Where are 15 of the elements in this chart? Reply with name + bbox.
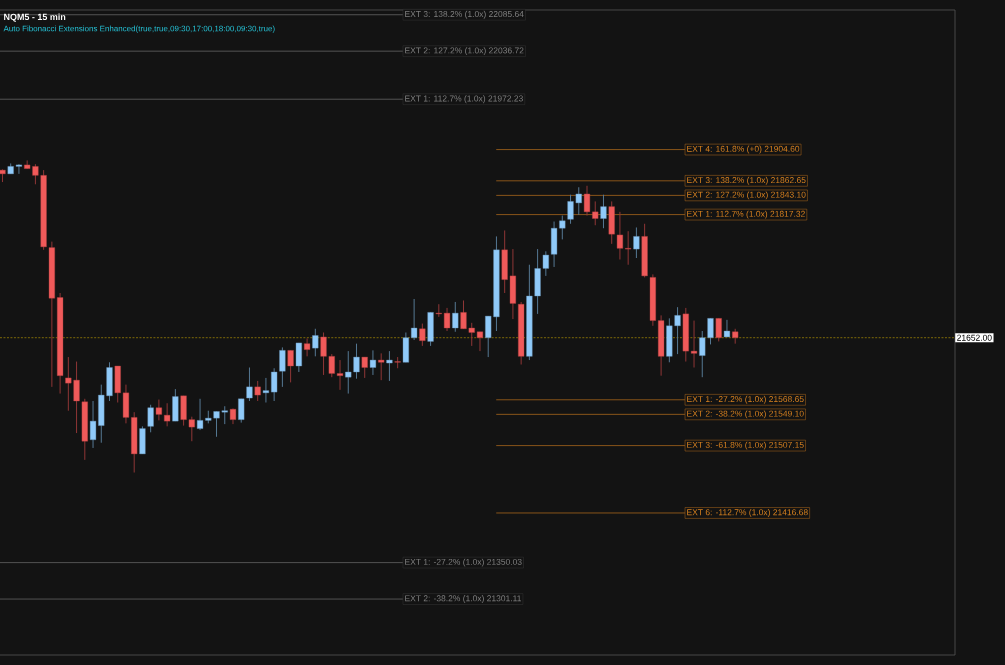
ref-line-label: EXT 6: -112.7% (1.0x) 21416.68	[687, 509, 808, 517]
ref-line-label: 21652.00	[957, 334, 992, 341]
ref-line-label: EXT 2: -38.2% (1.0x) 21301.11	[405, 595, 521, 603]
ref-line-label: EXT 1: -27.2% (1.0x) 21568.65	[687, 395, 804, 404]
ref-line-label: EXT 1: -27.2% (1.0x) 21350.03	[405, 558, 522, 567]
ref-line-label: EXT 3: -61.8% (1.0x) 21507.15	[687, 441, 804, 450]
ref-line-label: EXT 1: 112.7% (1.0x) 21972.23	[405, 95, 523, 104]
ref-line-label: EXT 3: 138.2% (1.0x) 21862.65	[687, 176, 806, 185]
ref-line-label: EXT 2: 127.2% (1.0x) 22036.72	[405, 47, 524, 56]
chart-title: NQM5 - 15 min	[4, 13, 66, 22]
ref-line-label: EXT 2: -38.2% (1.0x) 21549.10	[687, 410, 804, 419]
ref-line-label: EXT 3: 138.2% (1.0x) 22085.64	[405, 10, 524, 19]
ref-line-label: EXT 2: 127.2% (1.0x) 21843.10	[687, 191, 806, 200]
ref-line-label: EXT 4: 161.8% (+0) 21904.60	[687, 145, 800, 154]
ref-line-label: EXT 1: 112.7% (1.0x) 21817.32	[687, 210, 805, 219]
